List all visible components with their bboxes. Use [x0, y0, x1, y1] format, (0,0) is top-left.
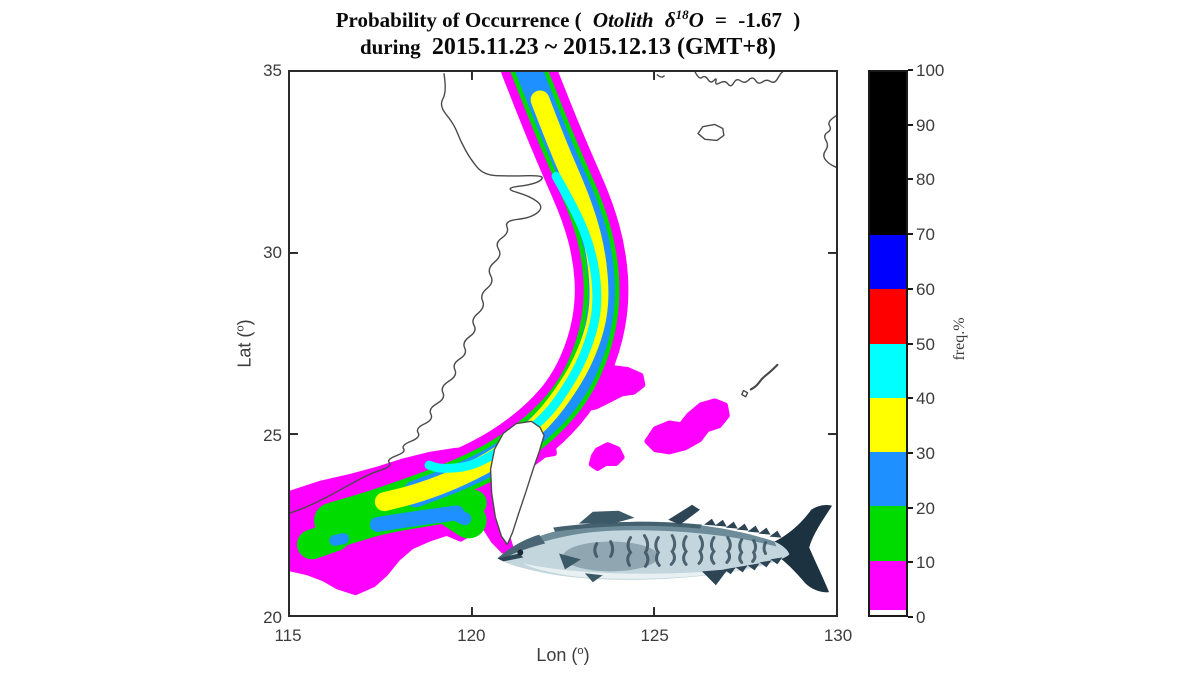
colorbar-tick-label: 70 [916, 225, 935, 245]
x-tick-label: 130 [823, 626, 853, 645]
y-axis-unit-close: ) [234, 319, 255, 326]
shape-island-okinawa [749, 363, 779, 391]
map-canvas [290, 72, 836, 615]
colorbar-tick-label: 40 [916, 389, 935, 409]
colorbar-segment-50-60 [870, 289, 906, 344]
colorbar-segment-30-40 [870, 397, 906, 453]
shape-sw-blue-dot [329, 533, 349, 546]
y-axis-unit-open: ( [234, 331, 255, 338]
y-tick-label: 35 [263, 61, 282, 80]
x-axis-degree: o [577, 645, 584, 657]
shape-coastline-korea [694, 72, 784, 87]
mackerel-fish-illustration [497, 504, 833, 593]
shape-coastline-china [290, 73, 543, 514]
colorbar-tick-label: 10 [916, 553, 935, 573]
probability-shapes-layer [290, 72, 836, 596]
title-during: during [359, 35, 421, 59]
shape-sw-blue-core-east [450, 508, 472, 526]
colorbar-tick-mark [908, 451, 913, 454]
colorbar-tick-mark [908, 233, 913, 236]
colorbar-tick-label: 0 [916, 608, 926, 627]
title-delta: δ [664, 8, 676, 32]
colorbar-tick-mark [908, 616, 913, 618]
y-axis-degree: o [234, 325, 247, 332]
colorbar-tick-mark [908, 561, 913, 564]
colorbar-segment-70-100 [870, 72, 906, 236]
x-axis-unit-open: ( [571, 645, 578, 665]
colorbar-tick-mark [908, 506, 913, 509]
shape-islet-top [656, 74, 665, 78]
shape-islet-okinawa-sw [741, 389, 749, 398]
title-value: -1.67 [738, 8, 783, 32]
colorbar-segment-20-30 [870, 452, 906, 507]
colorbar-segment-1-10 [870, 560, 906, 611]
title-prefix: Probability of Occurrence ( [335, 8, 582, 32]
x-axis-label: Lon (o) [513, 645, 613, 666]
shape-patch-east-b [644, 398, 730, 455]
chart-title-line1: Probability of Occurrence ( Otolith δ18O… [248, 7, 888, 33]
colorbar-segment-60-70 [870, 234, 906, 290]
shape-sw-blue-core [369, 505, 465, 532]
colorbar-tick-label: 30 [916, 443, 935, 463]
x-tick-label: 120 [457, 626, 486, 645]
shape-island-taiwan [489, 420, 545, 546]
title-element: O [688, 8, 704, 32]
x-tick-label: 125 [640, 626, 669, 645]
colorbar-tick-mark [908, 342, 913, 345]
shape-band-level-40-50 [424, 171, 602, 473]
shape-island-jeju [697, 123, 725, 142]
shape-coastline-kyushu [823, 115, 836, 168]
title-otolith: Otolith [592, 8, 654, 32]
colorbar-segment-40-50 [870, 343, 906, 399]
title-superscript: 18 [675, 7, 689, 22]
colorbar-segment-0-1 [870, 609, 906, 616]
title-equals: = [715, 8, 728, 32]
colorbar-tick-mark [908, 69, 913, 71]
y-axis-name: Lat [234, 342, 255, 368]
y-tick-label: 25 [263, 425, 282, 445]
colorbar-tick-mark [908, 123, 913, 126]
colorbar-tick-label: 60 [916, 279, 935, 299]
x-tick-label: 115 [274, 626, 302, 645]
title-date-range: 2015.11.23 ~ 2015.12.13 (GMT+8) [431, 34, 777, 60]
y-axis-label: Lat (o) [235, 304, 256, 384]
chart-title-line2: during 2015.11.23 ~ 2015.12.13 (GMT+8) [248, 34, 888, 61]
map-plot-area [288, 70, 838, 617]
colorbar-tick-mark [908, 287, 913, 290]
colorbar-tick-label: 90 [916, 115, 935, 135]
colorbar-tick-label: 100 [916, 61, 945, 80]
axis-tick-marks [290, 72, 836, 615]
title-close-paren: ) [793, 8, 801, 32]
colorbar-tick-mark [908, 178, 913, 181]
x-axis-unit-close: ) [583, 645, 590, 665]
y-tick-label: 20 [263, 608, 282, 627]
colorbar-segment-10-20 [870, 506, 906, 562]
colorbar-tick-label: 50 [916, 334, 935, 354]
y-tick-label: 30 [263, 243, 282, 263]
colorbar [868, 70, 908, 617]
colorbar-tick-label: 20 [916, 498, 935, 518]
colorbar-tick-label: 80 [916, 170, 935, 190]
shape-patch-east-c [588, 442, 625, 472]
colorbar-tick-mark [908, 397, 913, 400]
x-axis-name: Lon [536, 645, 567, 665]
